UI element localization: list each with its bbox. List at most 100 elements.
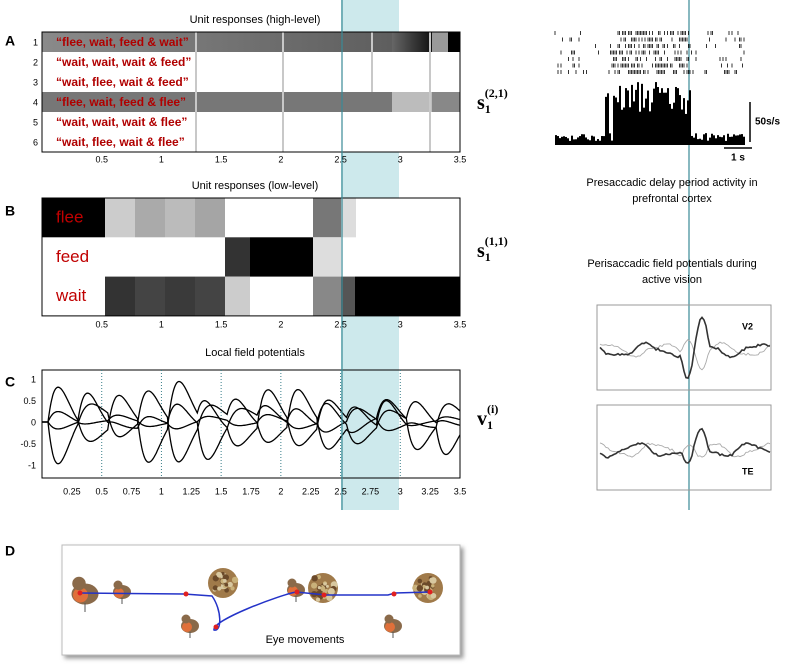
histogram-bar [589, 140, 591, 145]
histogram-bar [695, 133, 697, 145]
nest-detail [231, 576, 239, 584]
histogram-bar [649, 111, 651, 145]
histogram-bar [699, 138, 701, 145]
patch [392, 32, 432, 52]
row-number: 3 [33, 77, 38, 87]
histogram-bar [729, 136, 731, 145]
variable-sub: 1 [485, 250, 491, 264]
variable-sub: 1 [485, 102, 491, 116]
row-label: “flee, wait, feed & wait” [56, 35, 189, 49]
histogram-bar [557, 136, 559, 145]
x-tick-label: 3 [398, 154, 403, 164]
patch [225, 276, 250, 316]
row-number: 6 [33, 137, 38, 147]
row-number: 5 [33, 117, 38, 127]
fixation [391, 591, 397, 597]
histogram-bar [663, 92, 665, 145]
histogram-bar [693, 137, 695, 145]
scale-label: 1 s [731, 153, 745, 164]
histogram-bar [621, 109, 623, 145]
patch [105, 198, 135, 238]
x-tick-label: 2.5 [334, 319, 347, 329]
bird-head [113, 580, 123, 590]
patch [135, 198, 165, 238]
nest-detail [416, 584, 424, 592]
histogram-bar [647, 90, 649, 145]
nest-detail [224, 582, 229, 587]
x-tick-label: 2.5 [334, 154, 347, 164]
y-tick-label: -1 [28, 460, 36, 470]
histogram-bar [711, 133, 713, 145]
histogram-bar [719, 136, 721, 145]
patch [392, 92, 432, 112]
x-tick-label: 0.25 [63, 486, 81, 496]
nest-detail [217, 586, 222, 591]
histogram-bar [739, 134, 741, 145]
patch [225, 237, 250, 277]
row-label: “wait, wait, wait & flee” [56, 115, 187, 129]
histogram-bar [625, 88, 627, 145]
histogram-bar [591, 135, 593, 145]
nest-detail [429, 577, 435, 583]
caption: Presaccadic delay period activity in [586, 177, 757, 189]
histogram-bar [669, 103, 671, 145]
histogram-bar [687, 100, 689, 145]
nest-detail [430, 593, 437, 599]
panel-title: Unit responses (low-level) [192, 180, 319, 192]
nest-detail [227, 581, 233, 588]
patch [448, 32, 460, 52]
y-tick-label: 1 [31, 374, 36, 384]
caption: active vision [642, 274, 702, 286]
x-tick-label: 0.5 [95, 154, 108, 164]
variable-sup: (i) [487, 402, 498, 416]
x-tick-label: 1.5 [215, 319, 228, 329]
histogram-bar [733, 134, 735, 145]
x-tick-label: 3 [398, 486, 403, 496]
histogram-bar [595, 140, 597, 145]
histogram-bar [573, 139, 575, 145]
histogram-bar [583, 134, 585, 145]
x-tick-label: 3.25 [421, 486, 439, 496]
histogram-bar [673, 102, 675, 145]
histogram-bar [569, 140, 571, 145]
x-tick-label: 3.5 [454, 319, 467, 329]
histogram-bar [683, 98, 685, 145]
x-tick-label: 0.75 [123, 486, 141, 496]
x-tick-label: 1 [159, 486, 164, 496]
row-label: feed [56, 247, 89, 266]
nest-detail [325, 584, 329, 588]
histogram-bar [585, 137, 587, 145]
nest-detail [425, 585, 429, 590]
histogram-bar [597, 139, 599, 145]
patch [135, 276, 165, 316]
x-tick-label: 1.5 [215, 486, 228, 496]
histogram-bar [571, 135, 573, 145]
panel-label: D [5, 543, 15, 559]
histogram-bar [689, 90, 691, 145]
bird-head [287, 578, 297, 588]
histogram-bar [601, 136, 603, 145]
histogram-bar [725, 140, 727, 145]
histogram-bar [555, 135, 557, 145]
histogram-bar [651, 102, 653, 145]
bird-head [384, 614, 394, 624]
histogram-bar [603, 136, 605, 145]
nest-detail [327, 588, 335, 595]
histogram-bar [655, 82, 657, 145]
scene-frame [61, 544, 461, 656]
nest-detail [311, 575, 318, 582]
panel-label: B [5, 203, 15, 219]
bird-head [181, 614, 191, 624]
histogram-bar [661, 88, 663, 145]
row-number: 1 [33, 37, 38, 47]
nest-detail [224, 587, 229, 593]
nest-detail [323, 582, 327, 586]
histogram-bar [675, 86, 677, 145]
nest-detail [326, 594, 333, 601]
patch [195, 276, 225, 316]
x-tick-label: 3 [398, 319, 403, 329]
nest-detail [222, 574, 230, 581]
nest-detail [212, 575, 219, 582]
histogram-bar [653, 88, 655, 145]
